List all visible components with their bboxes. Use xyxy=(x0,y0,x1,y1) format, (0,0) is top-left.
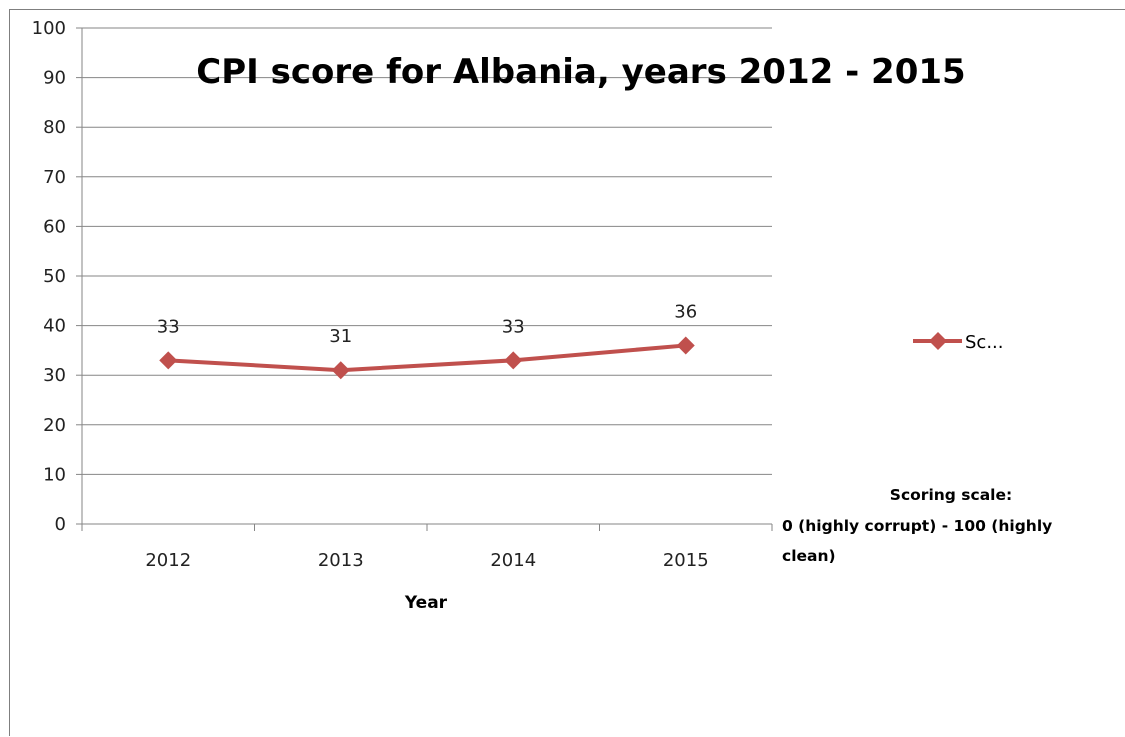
x-tick-label: 2014 xyxy=(490,550,536,571)
x-tick-label: 2012 xyxy=(145,550,191,571)
legend-marker-icon xyxy=(929,332,947,350)
data-point-marker xyxy=(504,351,523,370)
x-tick-label: 2015 xyxy=(663,550,709,571)
data-point-marker xyxy=(159,351,178,370)
data-label: 31 xyxy=(329,326,352,347)
y-tick-label: 90 xyxy=(43,68,66,89)
note-line-3: clean) xyxy=(782,547,836,565)
data-label: 36 xyxy=(674,301,697,322)
y-axis-tick-labels: 0 10 20 30 40 50 60 70 80 90 100 xyxy=(32,18,66,535)
legend-series-name: Sc... xyxy=(965,332,1004,353)
gridlines xyxy=(82,27,772,475)
y-tick-label: 60 xyxy=(43,216,66,237)
data-label: 33 xyxy=(157,316,180,337)
legend: Sc... xyxy=(913,332,1004,353)
y-tick-label: 10 xyxy=(43,464,66,485)
x-axis-tick-labels: 2012 2013 2014 2015 xyxy=(145,550,708,571)
chart-frame: 0 10 20 30 40 50 60 70 80 90 100 2012 2013 2014 2015 … xyxy=(9,9,1125,736)
y-tick-label: 100 xyxy=(32,18,66,39)
y-tick-label: 0 xyxy=(55,514,66,535)
chart-title: CPI score for Albania, years 2012 - 2015 xyxy=(196,52,965,92)
y-tick-label: 30 xyxy=(43,365,66,386)
series-line xyxy=(168,343,686,373)
axes xyxy=(76,27,773,531)
note-line-1: Scoring scale: xyxy=(890,486,1012,504)
data-point-marker xyxy=(331,361,350,380)
data-labels: 33 31 33 36 xyxy=(157,301,697,347)
y-tick-label: 20 xyxy=(43,415,66,436)
y-tick-label: 50 xyxy=(43,266,66,287)
series-layer xyxy=(159,336,695,380)
data-point-marker xyxy=(676,336,695,355)
data-label: 33 xyxy=(502,316,525,337)
y-tick-label: 80 xyxy=(43,117,66,138)
scoring-scale-note: Scoring scale: 0 (highly corrupt) - 100 … xyxy=(782,486,1052,565)
note-line-2: 0 (highly corrupt) - 100 (highly xyxy=(782,517,1052,535)
x-tick-label: 2013 xyxy=(318,550,364,571)
y-tick-label: 70 xyxy=(43,167,66,188)
x-axis-title: Year xyxy=(404,593,448,613)
y-tick-label: 40 xyxy=(43,316,66,337)
